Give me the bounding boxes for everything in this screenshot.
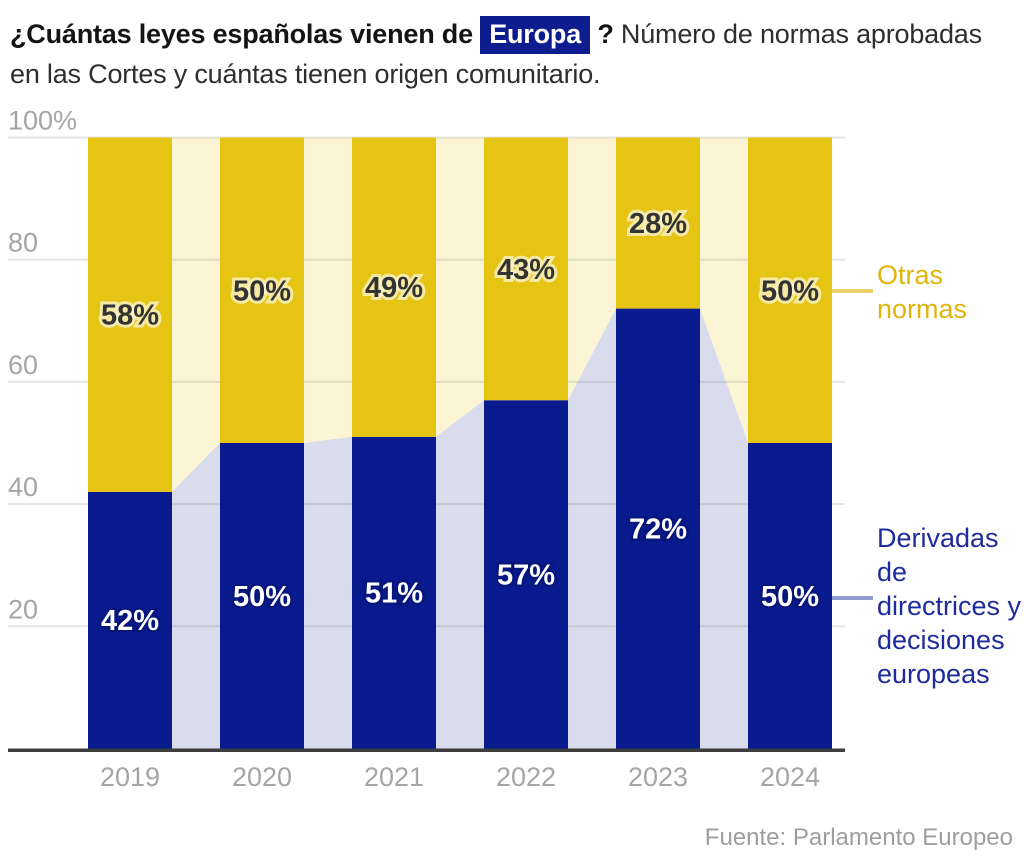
bar-segment-otras (616, 137, 700, 309)
y-axis-label: 60 (8, 350, 38, 380)
bar-segment-derivadas (484, 400, 568, 749)
bar-label-otras: 58% (101, 300, 159, 332)
legend-derivadas-europeas: Derivadas de directrices y decisiones eu… (877, 523, 1022, 689)
title-subtitle: Número de normas aprobadas en las Cortes… (10, 19, 982, 89)
bar-label-derivadas: 42% (101, 605, 159, 637)
title-bold-prefix: ¿Cuántas leyes españolas vienen de (10, 19, 481, 49)
bar-label-derivadas: 72% (629, 514, 687, 546)
x-axis-line (8, 748, 845, 752)
bar-segment-otras (352, 137, 436, 437)
area-derivadas-gap (436, 400, 484, 749)
europa-highlight: Europa (480, 16, 591, 54)
bar-label-otras: 43% (497, 254, 555, 286)
area-derivadas-gap (304, 436, 352, 749)
bar-segment-derivadas (748, 443, 832, 749)
x-axis-label: 2022 (496, 762, 556, 792)
legend-connector-derivadas (832, 596, 873, 600)
x-axis-label: 2023 (628, 762, 688, 792)
bar-label-derivadas: 57% (497, 559, 555, 591)
bar-label-otras: 28% (629, 208, 687, 240)
bar-label-otras: 50% (233, 275, 291, 307)
y-axis-label: 80 (8, 228, 38, 258)
legend-connector-otras (832, 289, 873, 293)
bar-segment-derivadas (616, 308, 700, 749)
bar-segment-derivadas (220, 443, 304, 749)
area-derivadas-gap (568, 308, 616, 749)
bar-label-derivadas: 50% (761, 581, 819, 613)
title-bold-suffix: ? (590, 19, 621, 49)
x-axis-label: 2020 (232, 762, 292, 792)
source-attribution: Fuente: Parlamento Europeo (704, 824, 1013, 851)
bar-segment-derivadas (352, 436, 436, 749)
area-derivadas-gap (172, 443, 220, 749)
x-axis-label: 2024 (760, 762, 820, 792)
y-axis-label: 100% (8, 106, 77, 136)
bar-label-derivadas: 51% (365, 578, 423, 610)
bar-segment-otras (484, 137, 568, 401)
bar-segment-otras (748, 137, 832, 443)
bar-segment-otras (88, 137, 172, 492)
legend-otras-normas: Otras normas (877, 260, 968, 324)
x-axis-label: 2021 (364, 762, 424, 792)
bar-label-otras: 50% (761, 275, 819, 307)
bar-segment-derivadas (88, 491, 172, 749)
chart-title: ¿Cuántas leyes españolas vienen de Europ… (10, 14, 1018, 94)
y-axis-label: 20 (8, 594, 38, 624)
y-axis-label: 40 (8, 472, 38, 502)
bar-segment-otras (220, 137, 304, 443)
x-axis-label: 2019 (100, 762, 160, 792)
area-derivadas-gap (700, 308, 748, 749)
bar-label-otras: 49% (365, 272, 423, 304)
bar-label-derivadas: 50% (233, 581, 291, 613)
